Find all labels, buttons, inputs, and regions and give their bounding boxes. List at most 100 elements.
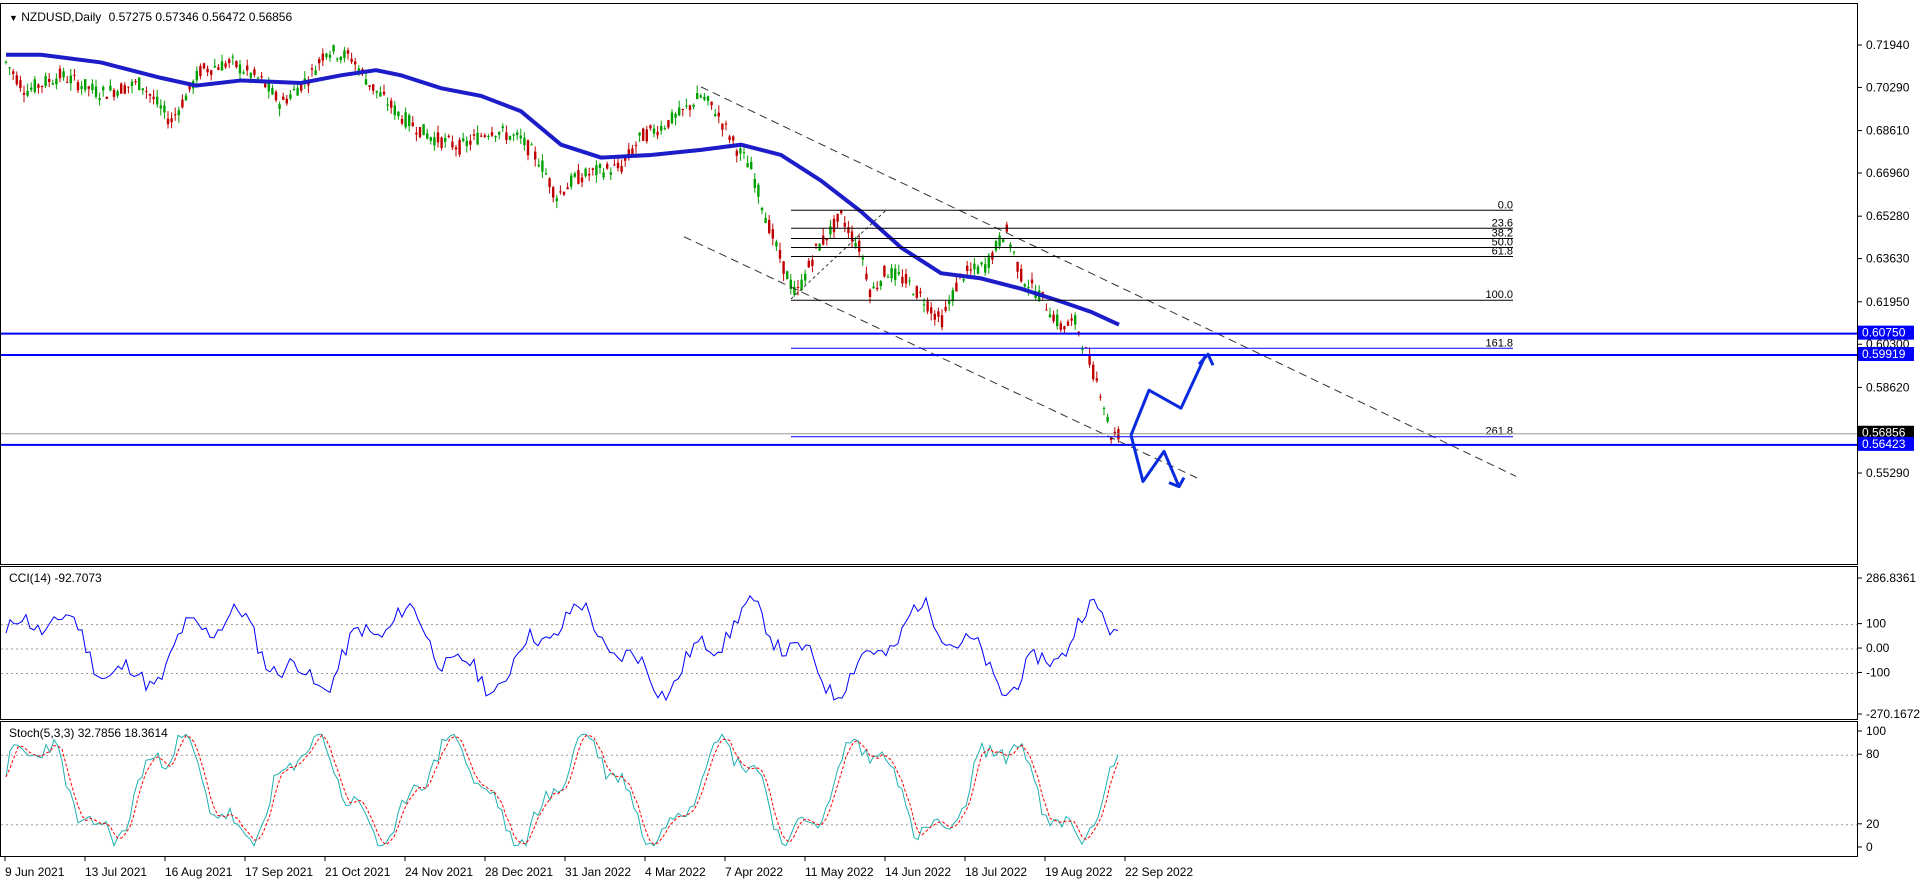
candle-body	[998, 235, 1001, 247]
candle-body	[102, 87, 105, 91]
candle-body	[872, 286, 875, 289]
candle-body	[721, 123, 724, 130]
price-chart[interactable]: 0.0 23.638.250.061.8 100.0 161.8 261.8	[1, 4, 1857, 564]
candle-body	[706, 96, 710, 101]
candle-body	[829, 226, 832, 235]
candle-body	[1066, 321, 1070, 326]
candle-body	[436, 132, 440, 143]
candle-body	[112, 90, 116, 97]
cci-line	[5, 594, 1119, 702]
candle-body	[55, 78, 58, 85]
candle-body	[1016, 261, 1019, 272]
cci-tick-label: -100	[1866, 665, 1890, 679]
cci-chart[interactable]	[1, 567, 1857, 719]
candle-body	[408, 115, 411, 127]
stoch-label: Stoch(5,3,3) 32.7856 18.3614	[9, 726, 168, 740]
candle-body	[404, 112, 407, 128]
stochastic-chart[interactable]	[1, 722, 1857, 856]
cci-tick-label: 0.00	[1866, 641, 1890, 655]
candle-body	[904, 274, 908, 284]
candle-body	[832, 218, 836, 233]
candle-body	[854, 242, 857, 247]
candle-body	[1041, 291, 1044, 294]
candle-body	[627, 149, 630, 158]
candle-body	[778, 249, 782, 259]
candle-body	[807, 260, 810, 268]
candle-body	[256, 77, 260, 79]
candles	[4, 44, 1120, 444]
candle-body	[307, 82, 310, 86]
candle-body	[505, 132, 508, 141]
candle-body	[462, 138, 465, 141]
fib-level-label: 161.8	[1485, 337, 1513, 349]
candle-body	[771, 229, 774, 239]
candle-body	[267, 82, 270, 92]
candle-body	[145, 90, 148, 92]
candle-body	[12, 71, 15, 75]
symbol-header: ▼ NZDUSD,Daily 0.57275 0.57346 0.56472 0…	[9, 10, 292, 24]
cci-indicator-pane[interactable]: CCI(14) -92.7073	[0, 566, 1858, 720]
candle-body	[602, 172, 605, 178]
fib-level-label: 100.0	[1485, 289, 1513, 301]
candle-body	[138, 77, 141, 91]
candle-body	[123, 85, 126, 94]
candle-body	[890, 268, 893, 279]
candle-body	[1088, 354, 1091, 365]
candle-body	[642, 128, 645, 141]
candle-body	[76, 82, 80, 91]
candle-body	[228, 59, 231, 64]
candle-body	[318, 59, 321, 64]
candle-body	[235, 61, 238, 68]
candle-body	[177, 110, 180, 116]
candle-body	[454, 147, 458, 150]
fibo-base-line	[790, 209, 887, 300]
candle-body	[260, 76, 263, 78]
fibonacci-levels: 0.0 23.638.250.061.8 100.0 161.8 261.8	[791, 199, 1513, 438]
candle-body	[714, 114, 717, 117]
candle-body	[483, 135, 486, 137]
candle-body	[1023, 284, 1026, 287]
candle-body	[742, 152, 746, 154]
candle-body	[915, 286, 918, 298]
candle-body	[573, 173, 576, 177]
candle-body	[220, 61, 224, 71]
candle-body	[760, 207, 764, 211]
candle-body	[397, 111, 400, 117]
candle-body	[30, 87, 33, 90]
candle-body	[282, 96, 285, 100]
candle-body	[1056, 314, 1059, 327]
candle-body	[984, 264, 987, 273]
candle-body	[1113, 431, 1116, 435]
candle-body	[274, 91, 278, 101]
price-tick-label: 0.63630	[1866, 252, 1910, 266]
candle-body	[1099, 396, 1102, 398]
candle-body	[339, 56, 342, 61]
price-tag-box	[1858, 347, 1914, 362]
candle-body	[130, 81, 134, 87]
collapse-triangle-icon[interactable]: ▼	[9, 13, 18, 23]
candle-body	[354, 61, 357, 65]
price-chart-pane[interactable]: 0.0 23.6 38.2 50.0 61.8 100.0 161.8 261.8 ▼ NZD…	[0, 3, 1858, 565]
candle-body	[843, 222, 846, 227]
candle-body	[638, 132, 641, 136]
candle-body	[717, 112, 720, 117]
stochastic-indicator-pane[interactable]: Stoch(5,3,3) 32.7856 18.3614	[0, 721, 1858, 857]
candle-body	[40, 85, 44, 87]
candle-body	[134, 81, 137, 83]
candle-body	[786, 271, 789, 280]
candle-body	[210, 70, 213, 75]
price-tick-label: 0.55290	[1866, 466, 1910, 480]
candle-body	[678, 107, 681, 116]
candle-body	[631, 148, 634, 155]
candle-body	[987, 255, 990, 268]
candle-body	[202, 63, 206, 69]
candle-body	[584, 168, 587, 177]
candle-body	[444, 137, 447, 142]
candle-body	[897, 272, 900, 275]
candle-body	[58, 68, 62, 79]
price-axis: 0.71940 0.70290 0.68610 0.66960 0.65280 0.636…	[1858, 3, 1920, 565]
time-tick-label: 9 Jun 2021	[5, 865, 65, 879]
candle-body	[37, 84, 40, 88]
candle-body	[364, 79, 368, 85]
candle-body	[105, 96, 108, 99]
